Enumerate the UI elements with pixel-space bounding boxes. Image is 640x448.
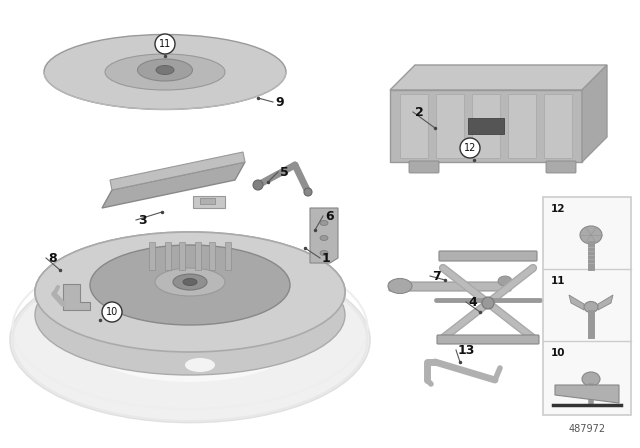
FancyBboxPatch shape — [437, 335, 539, 344]
Polygon shape — [472, 94, 500, 158]
Text: 5: 5 — [280, 165, 289, 178]
Ellipse shape — [35, 232, 345, 352]
Bar — [195, 242, 201, 270]
Circle shape — [102, 302, 122, 322]
Ellipse shape — [320, 236, 328, 241]
Text: 11: 11 — [551, 276, 566, 286]
Text: 487972: 487972 — [568, 424, 605, 434]
Ellipse shape — [35, 232, 345, 352]
Ellipse shape — [580, 226, 602, 244]
Text: 1: 1 — [322, 251, 331, 264]
Text: 12: 12 — [464, 143, 476, 153]
Polygon shape — [569, 295, 584, 310]
Ellipse shape — [105, 54, 225, 90]
Ellipse shape — [10, 258, 370, 422]
Ellipse shape — [304, 188, 312, 196]
Ellipse shape — [155, 268, 225, 296]
Ellipse shape — [35, 255, 345, 375]
Text: 11: 11 — [159, 39, 171, 49]
FancyBboxPatch shape — [409, 161, 439, 173]
Circle shape — [482, 297, 494, 309]
Polygon shape — [390, 65, 607, 90]
Ellipse shape — [253, 180, 263, 190]
Ellipse shape — [185, 358, 215, 372]
Bar — [543, 197, 631, 415]
Ellipse shape — [156, 65, 174, 74]
Polygon shape — [390, 90, 582, 162]
Ellipse shape — [70, 274, 310, 382]
Ellipse shape — [498, 276, 512, 286]
Bar — [225, 242, 231, 270]
Polygon shape — [110, 152, 245, 190]
Ellipse shape — [90, 245, 290, 325]
Ellipse shape — [320, 250, 328, 255]
Text: 13: 13 — [458, 344, 476, 357]
FancyBboxPatch shape — [546, 161, 576, 173]
Polygon shape — [193, 196, 225, 208]
Polygon shape — [582, 65, 607, 162]
Bar — [200, 198, 215, 204]
Circle shape — [155, 34, 175, 54]
Polygon shape — [544, 94, 572, 158]
Bar — [468, 118, 504, 134]
Bar — [179, 242, 185, 270]
Ellipse shape — [584, 302, 598, 313]
Bar — [149, 242, 155, 270]
Polygon shape — [102, 162, 245, 208]
Text: 10: 10 — [106, 307, 118, 317]
Text: 10: 10 — [551, 348, 566, 358]
Text: 12: 12 — [551, 204, 566, 214]
Ellipse shape — [320, 220, 328, 225]
Text: 2: 2 — [415, 105, 424, 119]
Polygon shape — [436, 94, 464, 158]
Polygon shape — [508, 94, 536, 158]
Polygon shape — [555, 385, 619, 403]
FancyBboxPatch shape — [439, 251, 537, 261]
Ellipse shape — [44, 34, 286, 109]
Ellipse shape — [582, 372, 600, 386]
Bar — [209, 242, 215, 270]
Ellipse shape — [138, 59, 193, 81]
Ellipse shape — [173, 274, 207, 290]
Polygon shape — [310, 208, 338, 263]
Ellipse shape — [183, 279, 197, 285]
Text: 9: 9 — [275, 95, 284, 108]
Text: 3: 3 — [138, 214, 147, 227]
Polygon shape — [63, 284, 90, 310]
Polygon shape — [400, 94, 428, 158]
Text: 7: 7 — [432, 270, 441, 283]
Text: 6: 6 — [325, 210, 333, 223]
FancyBboxPatch shape — [389, 282, 511, 291]
Polygon shape — [598, 295, 613, 310]
Ellipse shape — [388, 279, 412, 293]
Circle shape — [460, 138, 480, 158]
Bar — [165, 242, 171, 270]
Text: 8: 8 — [48, 251, 56, 264]
Text: 4: 4 — [468, 296, 477, 309]
